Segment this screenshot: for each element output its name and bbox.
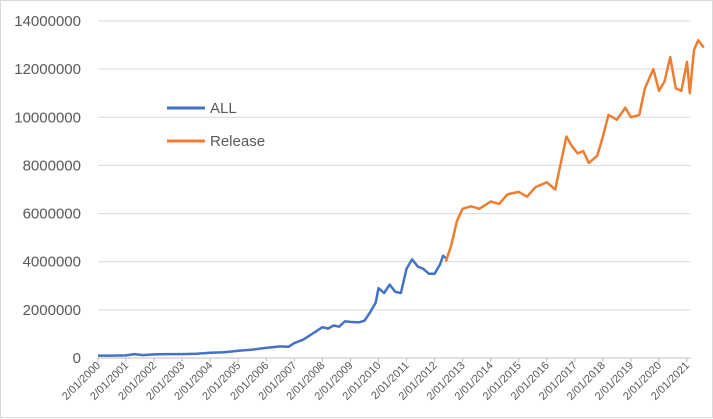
y-tick-label: 10000000 xyxy=(14,109,81,126)
legend-item-release: Release xyxy=(167,133,265,150)
y-tick-label: 12000000 xyxy=(14,61,81,78)
legend: ALL Release xyxy=(167,100,265,150)
y-axis: 0 2000000 4000000 6000000 8000000 10000000 120… xyxy=(14,13,81,367)
legend-item-all: ALL xyxy=(167,100,237,117)
legend-label: Release xyxy=(210,133,265,150)
series-line-all xyxy=(98,254,447,357)
y-tick-label: 0 xyxy=(73,350,81,367)
y-tick-label: 8000000 xyxy=(23,157,81,174)
y-tick-label: 2000000 xyxy=(23,302,81,319)
series-line-release xyxy=(444,39,705,263)
y-tick-label: 4000000 xyxy=(23,254,81,271)
x-axis: 2/01/20002/01/20012/01/20022/01/20032/01… xyxy=(60,357,692,403)
legend-label: ALL xyxy=(210,100,237,117)
series-lines xyxy=(98,39,705,357)
y-tick-label: 6000000 xyxy=(23,206,81,223)
y-tick-label: 14000000 xyxy=(14,13,81,30)
gridlines xyxy=(98,20,691,359)
